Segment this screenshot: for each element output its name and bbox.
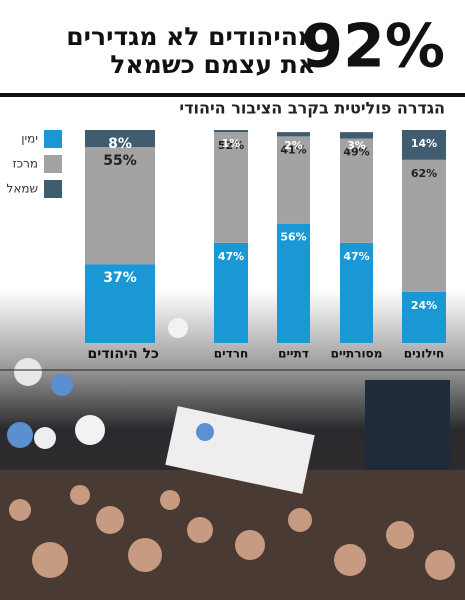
- value-label: 2%: [284, 139, 303, 152]
- legend-swatch: [44, 180, 62, 198]
- bar-segment: [277, 136, 310, 224]
- value-label: 37%: [103, 270, 137, 286]
- category-label: כל היהודים: [87, 346, 159, 362]
- bar-segment: [340, 242, 373, 343]
- value-label: 62%: [411, 167, 437, 180]
- legend-swatch: [44, 155, 62, 173]
- bar-segment: [340, 138, 373, 243]
- value-label: 52%: [218, 139, 244, 152]
- bar-segment: [85, 264, 155, 343]
- subtitle: הגדרה פוליטית בקרב הציבור היהודי: [179, 99, 445, 118]
- value-label: 47%: [218, 250, 244, 263]
- value-label: 47%: [343, 250, 369, 263]
- value-label: 3%: [347, 139, 366, 152]
- value-label: 49%: [343, 146, 369, 159]
- bar-segment: [402, 130, 446, 160]
- value-label: 41%: [280, 143, 306, 156]
- category-label: דתיים: [278, 347, 309, 361]
- legend-label: שמאל: [7, 182, 39, 196]
- bar-segment: [85, 147, 155, 265]
- legend-label: ימין: [21, 132, 38, 146]
- bar-segment: [402, 291, 446, 343]
- value-label: 1%: [222, 137, 241, 150]
- bar-segment: [214, 132, 248, 243]
- category-label: מסורתיים: [331, 347, 383, 361]
- bar-segment: [85, 130, 155, 148]
- value-label: 24%: [411, 299, 437, 312]
- bar-segment: [340, 132, 373, 139]
- legend-swatch: [44, 130, 62, 148]
- value-label: 55%: [103, 153, 137, 169]
- value-label: 56%: [280, 231, 306, 244]
- category-label: חילונים: [404, 347, 444, 361]
- bar-segment: [277, 132, 310, 137]
- headline-line: מהיהודים לא מגדירים: [66, 22, 316, 51]
- bar-segment: [214, 130, 248, 133]
- bar-segment: [277, 223, 310, 343]
- bar-segment: [402, 159, 446, 292]
- value-label: 8%: [108, 136, 132, 152]
- category-label: חרדים: [214, 347, 248, 361]
- legend-label: מרכז: [13, 157, 38, 171]
- value-label: 14%: [411, 137, 437, 150]
- headline-line: את עצמם כשמאל: [110, 50, 316, 79]
- headline-figure: 92%: [301, 12, 445, 82]
- bar-segment: [214, 242, 248, 343]
- divider: [0, 93, 465, 97]
